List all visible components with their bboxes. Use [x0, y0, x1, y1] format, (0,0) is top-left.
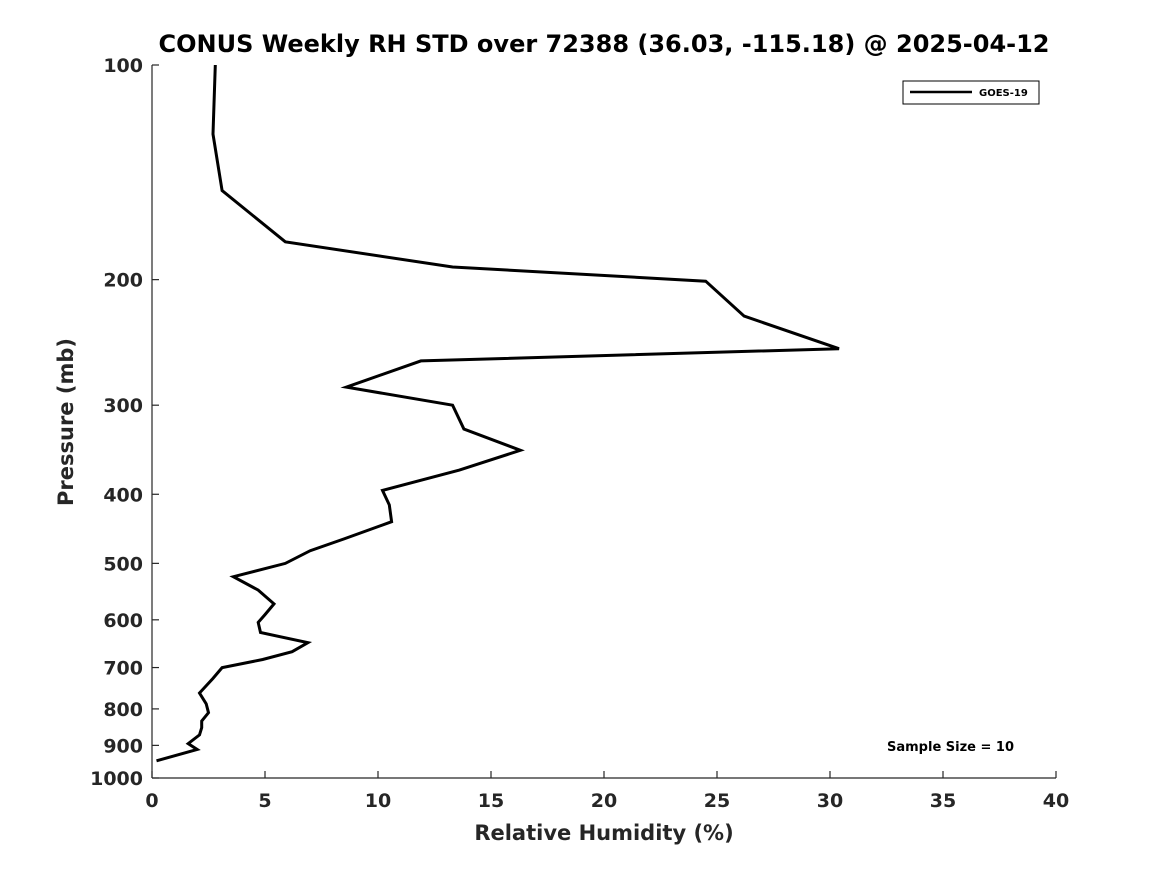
y-tick-label: 300	[103, 395, 143, 417]
y-tick-label: 100	[103, 55, 143, 77]
x-tick-label: 0	[145, 790, 158, 812]
y-tick-label: 800	[103, 699, 143, 721]
x-tick-label: 40	[1043, 790, 1069, 812]
legend-label-goes-19: GOES-19	[979, 88, 1028, 99]
y-tick-label: 600	[103, 610, 143, 632]
y-tick-label: 500	[103, 553, 143, 575]
y-ticks: 100 200 300 400 500 600 700 800 900 1000	[90, 55, 159, 790]
y-tick-label: 200	[103, 270, 143, 292]
y-tick-label: 1000	[90, 768, 143, 790]
y-tick-label: 700	[103, 658, 143, 680]
y-tick-label: 900	[103, 735, 143, 757]
x-tick-label: 30	[817, 790, 843, 812]
x-tick-label: 35	[930, 790, 956, 812]
x-ticks: 0 5 10 15 20 25 30 35 40	[145, 771, 1069, 812]
x-tick-label: 5	[258, 790, 271, 812]
series-layer	[156, 64, 840, 763]
sample-size-annotation: Sample Size = 10	[887, 740, 1014, 755]
series-line-goes-19	[156, 64, 840, 763]
legend: GOES-19	[902, 80, 1040, 105]
x-tick-label: 25	[704, 790, 730, 812]
x-tick-label: 20	[591, 790, 617, 812]
chart-title: CONUS Weekly RH STD over 72388 (36.03, -…	[158, 30, 1049, 58]
y-axis-label: Pressure (mb)	[54, 338, 78, 506]
x-tick-label: 10	[365, 790, 391, 812]
x-axis-label: Relative Humidity (%)	[474, 821, 733, 845]
x-tick-label: 15	[478, 790, 504, 812]
y-tick-label: 400	[103, 484, 143, 506]
